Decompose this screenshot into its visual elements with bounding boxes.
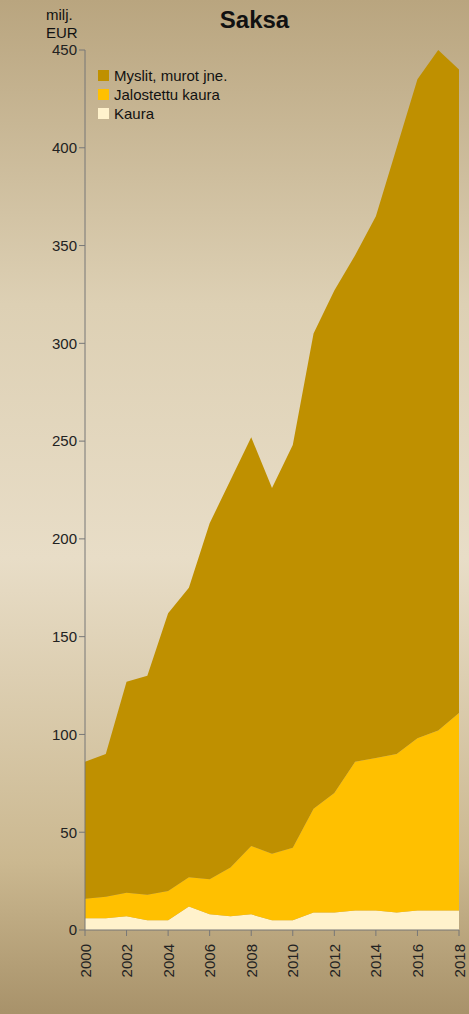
svg-text:400: 400 — [52, 139, 77, 156]
svg-text:200: 200 — [52, 530, 77, 547]
svg-text:2006: 2006 — [201, 944, 218, 977]
svg-text:300: 300 — [52, 335, 77, 352]
svg-text:150: 150 — [52, 628, 77, 645]
svg-text:2000: 2000 — [77, 944, 94, 977]
html-text:milj. EUR: milj. EUR — [46, 6, 78, 41]
svg-text:2014: 2014 — [367, 944, 384, 977]
svg-text:100: 100 — [52, 726, 77, 743]
html-text:Myslit, murot jne.: Myslit, murot jne. — [114, 67, 228, 84]
html-text:Jalostettu kaura: Jalostettu kaura — [114, 86, 220, 103]
svg-text:2012: 2012 — [326, 944, 343, 977]
svg-text:0: 0 — [69, 921, 77, 938]
svg-text:2002: 2002 — [118, 944, 135, 977]
svg-text:2016: 2016 — [409, 944, 426, 977]
svg-text:450: 450 — [52, 41, 77, 58]
svg-text:50: 50 — [60, 824, 77, 841]
html-text:Kaura: Kaura — [114, 105, 154, 122]
html-text:Saksa: Saksa — [219, 6, 290, 33]
svg-text:2018: 2018 — [451, 944, 468, 977]
svg-text:350: 350 — [52, 237, 77, 254]
svg-text:2010: 2010 — [284, 944, 301, 977]
svg-text:250: 250 — [52, 432, 77, 449]
svg-text:2008: 2008 — [243, 944, 260, 977]
svg-text:2004: 2004 — [160, 944, 177, 977]
